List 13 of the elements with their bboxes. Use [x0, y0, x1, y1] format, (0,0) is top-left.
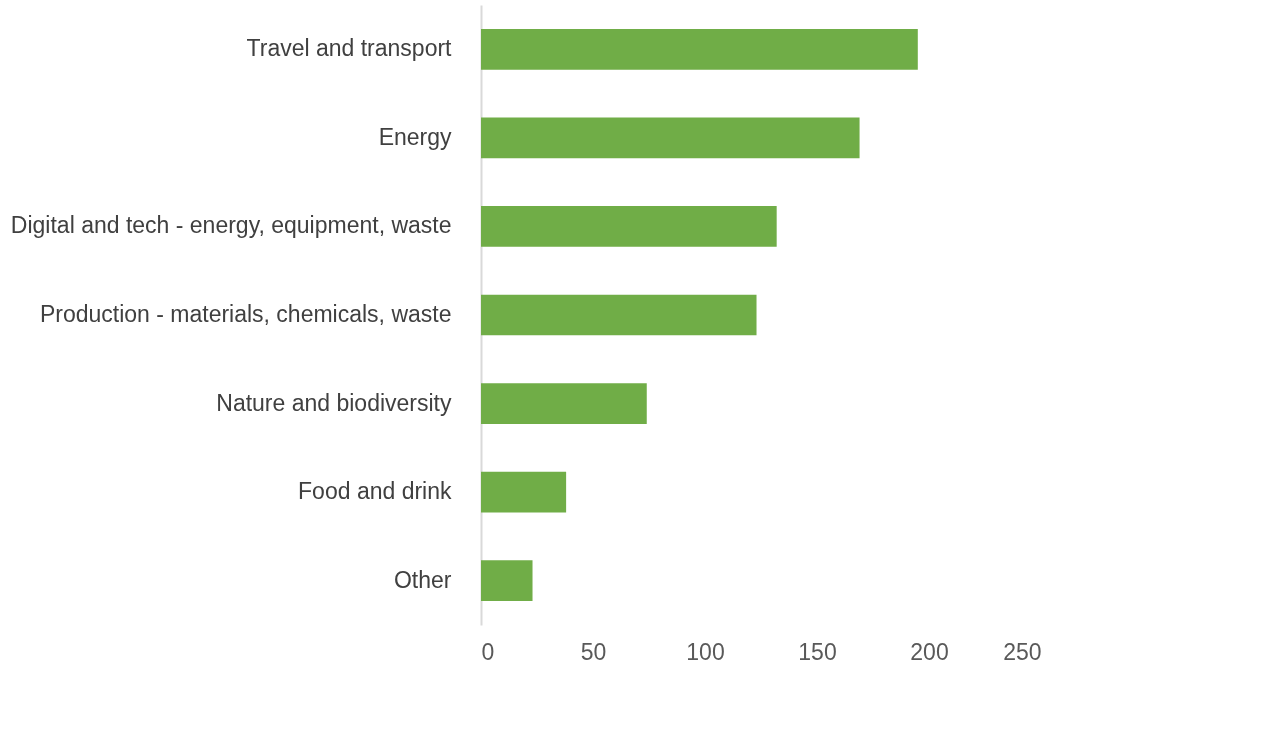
x-tick-label: 150 [798, 638, 837, 665]
x-tick-label: 100 [686, 638, 725, 665]
y-tick-label: Other [393, 566, 452, 593]
x-tick-label: 250 [1003, 638, 1042, 665]
x-tick-label: 200 [910, 638, 949, 665]
y-tick-label: Nature and biodiversity [216, 389, 452, 416]
x-tick-label: 50 [580, 638, 607, 665]
x-tick-label: 0 [481, 638, 495, 665]
y-tick-label: Production - materials, chemicals, waste [39, 301, 452, 327]
y-tick-label: Food and drink [298, 478, 452, 505]
y-tick-label: Travel and transport [246, 35, 453, 62]
y-tick-label: Energy [378, 123, 452, 150]
y-tick-label: Digital and tech - energy, equipment, waste [10, 212, 452, 239]
